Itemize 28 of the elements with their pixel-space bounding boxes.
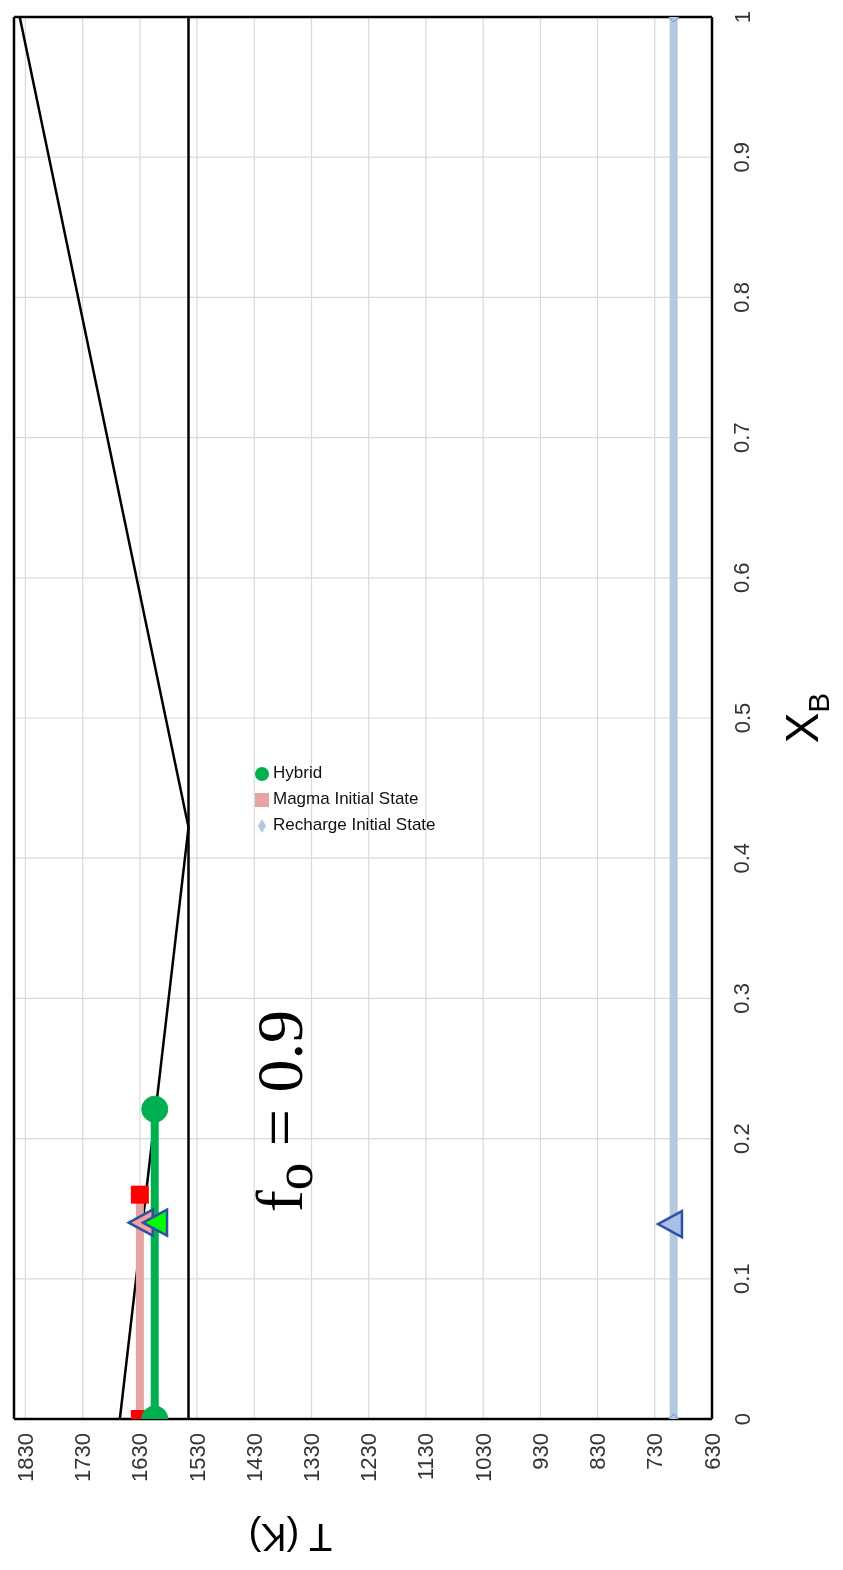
x-tick-label: 1630: [127, 1433, 153, 1482]
x-tick-label: 1730: [70, 1433, 96, 1482]
x-tick-label: 1330: [299, 1433, 325, 1482]
y-tick-label: 0.4: [729, 842, 755, 874]
y-tick-label: 1: [729, 10, 755, 24]
x-tick-label: 1530: [184, 1433, 210, 1482]
legend-label: Recharge Initial State: [273, 815, 436, 834]
legend-label: Magma Initial State: [273, 789, 419, 808]
y-tick-label: 0.7: [729, 422, 755, 453]
x-tick-label: 630: [699, 1433, 725, 1470]
x-tick-label: 1130: [413, 1433, 439, 1481]
y-tick-label: 0.6: [729, 562, 755, 594]
x-tick-label: 930: [527, 1433, 553, 1470]
x-tick-label: 1830: [12, 1433, 38, 1482]
legend-label: Hybrid: [273, 763, 323, 782]
x-tick-label: 730: [642, 1433, 668, 1470]
x-tick-label: 1030: [470, 1433, 496, 1482]
x-axis-title: T (K): [248, 1516, 333, 1558]
y-tick-label: 0.2: [729, 1123, 755, 1154]
y-tick-label: 0.9: [729, 141, 755, 173]
y-tick-label: 0: [729, 1412, 755, 1426]
y-tick-label: 0.3: [729, 983, 755, 1014]
x-tick-label: 1230: [356, 1433, 382, 1482]
y-tick-label: 0.5: [729, 702, 755, 734]
y-tick-label: 0.1: [729, 1263, 755, 1295]
y-tick-label: 0.8: [729, 282, 755, 313]
x-tick-label: 830: [585, 1433, 611, 1470]
x-tick-label: 1430: [241, 1433, 267, 1482]
